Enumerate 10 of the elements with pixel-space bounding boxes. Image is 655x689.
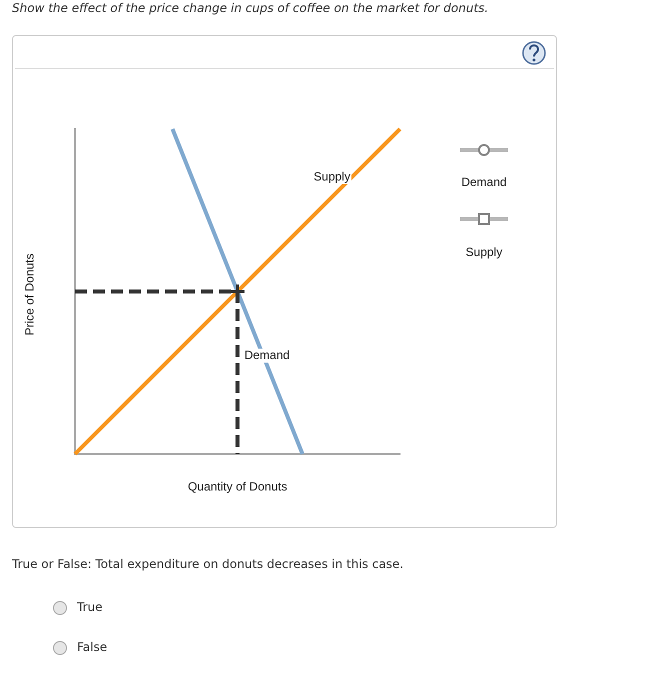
text: Demand xyxy=(461,175,507,189)
series-label: Demand xyxy=(244,348,290,362)
text: True xyxy=(77,600,102,614)
y-axis-title: Price of Donuts xyxy=(22,253,36,336)
x-axis-title: Quantity of Donuts xyxy=(188,479,288,494)
text: Supply xyxy=(466,245,502,259)
chart-title: Show the effect of the price change in cups of coffee on the market for donuts. xyxy=(12,1,488,15)
series-label: Supply xyxy=(314,169,350,184)
text: False xyxy=(77,640,108,654)
text: True or False: Total expenditure on donuts decreases in this case. xyxy=(12,557,404,571)
